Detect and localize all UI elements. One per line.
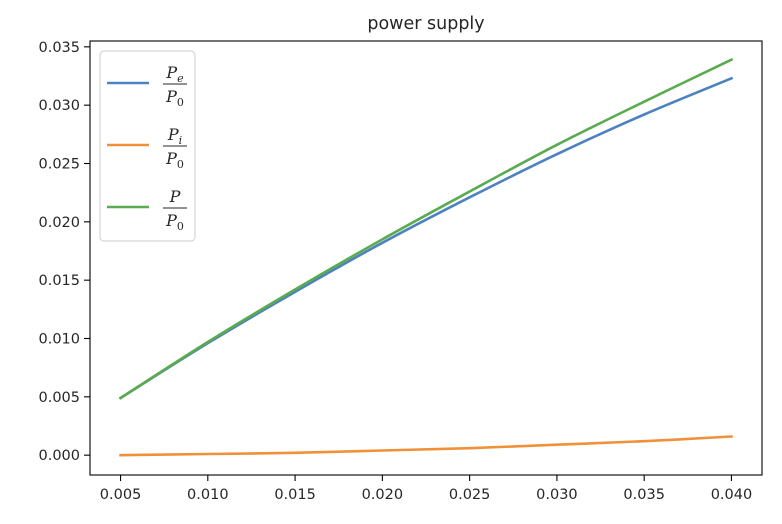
y-tick-label: 0.015 (38, 273, 80, 289)
y-tick-label: 0.025 (38, 157, 80, 173)
legend-den-var: P (165, 87, 177, 106)
legend-fraction-numerator: P (169, 187, 181, 206)
legend-fraction-denominator: P0 (165, 149, 184, 171)
series-line-3 (118, 57, 734, 400)
legend-fraction-denominator: P0 (165, 211, 184, 233)
y-tick-label: 0.035 (38, 40, 80, 56)
y-tick-label: 0.005 (38, 390, 80, 406)
series-line-2 (119, 435, 733, 457)
x-tick-label: 0.005 (100, 487, 142, 503)
legend-den-var: P (165, 149, 177, 168)
y-tick-label: 0.030 (38, 98, 80, 114)
y-tick-label: 0.010 (38, 332, 80, 348)
legend-num-var: P (169, 187, 181, 206)
series-group (118, 57, 734, 457)
y-tick-label: 0.000 (38, 448, 80, 464)
series-line-1 (118, 76, 734, 400)
legend-den-sub: 0 (177, 96, 184, 109)
legend-den-sub: 0 (177, 220, 184, 233)
y-tick-label: 0.020 (38, 215, 80, 231)
legend-num-sub: i (179, 134, 183, 147)
x-tick-label: 0.035 (623, 487, 665, 503)
chart-title: power supply (367, 14, 484, 34)
x-tick-label: 0.030 (536, 487, 578, 503)
legend-fraction-numerator: Pe (165, 63, 184, 85)
plot-frame (89, 40, 763, 476)
legend-fraction-numerator: Pi (167, 125, 182, 147)
legend-fraction-denominator: P0 (165, 87, 184, 109)
legend-num-var: P (165, 63, 177, 82)
legend-num-var: P (167, 125, 179, 144)
x-tick-label: 0.040 (711, 487, 753, 503)
x-tick-label: 0.010 (187, 487, 229, 503)
x-tick-label: 0.025 (449, 487, 491, 503)
x-tick-label: 0.020 (362, 487, 404, 503)
legend-den-var: P (165, 211, 177, 230)
x-tick-label: 0.015 (274, 487, 316, 503)
legend-num-sub: e (177, 72, 184, 85)
legend-den-sub: 0 (177, 158, 184, 171)
